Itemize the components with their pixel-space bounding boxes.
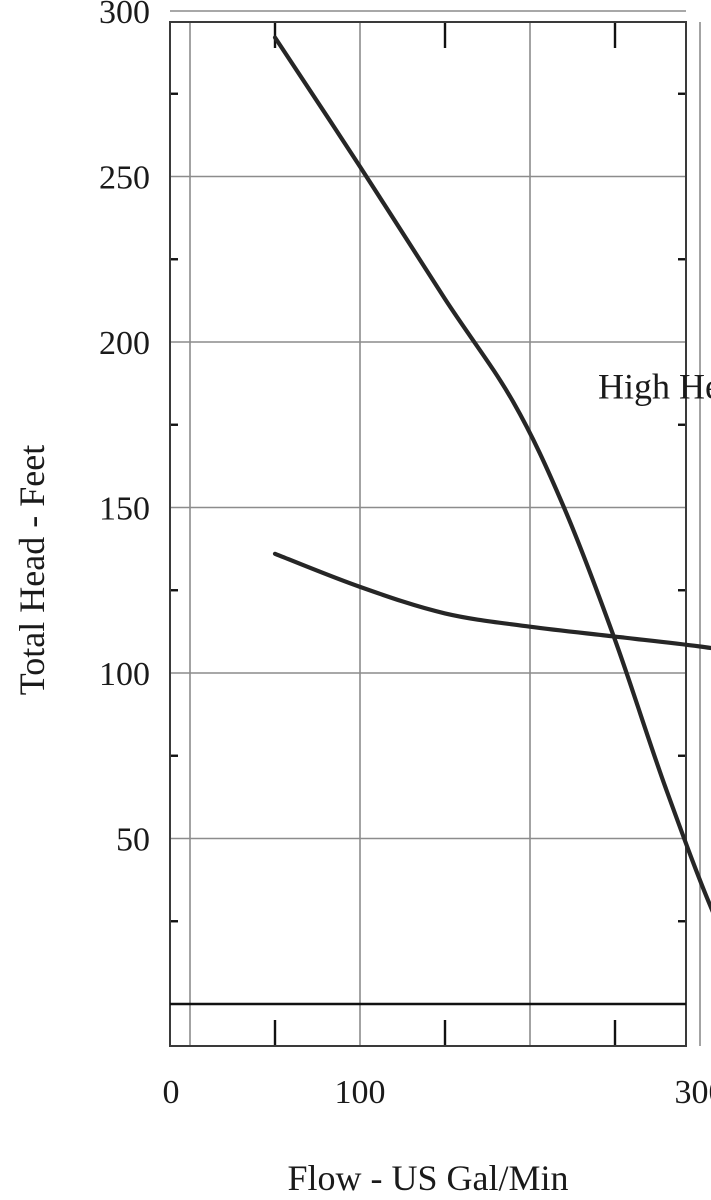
y-tick-label: 300 xyxy=(99,0,150,31)
grid xyxy=(170,10,701,1046)
y-axis-title: Total Head - Feet xyxy=(12,445,52,695)
y-tick-label: 150 xyxy=(99,491,150,528)
high-head-label: High Head xyxy=(598,366,711,406)
y-tick-label: 50 xyxy=(116,822,150,859)
x-tick-label: 0 xyxy=(163,1074,180,1111)
y-tick-label: 100 xyxy=(99,656,150,693)
x-tick-label: 300 xyxy=(675,1074,711,1111)
high-head-curve xyxy=(272,35,711,913)
x-axis-title: Flow - US Gal/Min xyxy=(287,1158,568,1198)
high-volume-curve xyxy=(272,551,711,651)
plot-frame xyxy=(169,21,687,1047)
tick-marks xyxy=(170,22,686,1046)
y-tick-label: 200 xyxy=(99,325,150,362)
x-tick-label: 100 xyxy=(335,1074,386,1111)
y-tick-label: 250 xyxy=(99,160,150,197)
series-lines xyxy=(272,35,711,913)
labels: High HeadHigh Volume01003005007009001100… xyxy=(99,0,711,1111)
